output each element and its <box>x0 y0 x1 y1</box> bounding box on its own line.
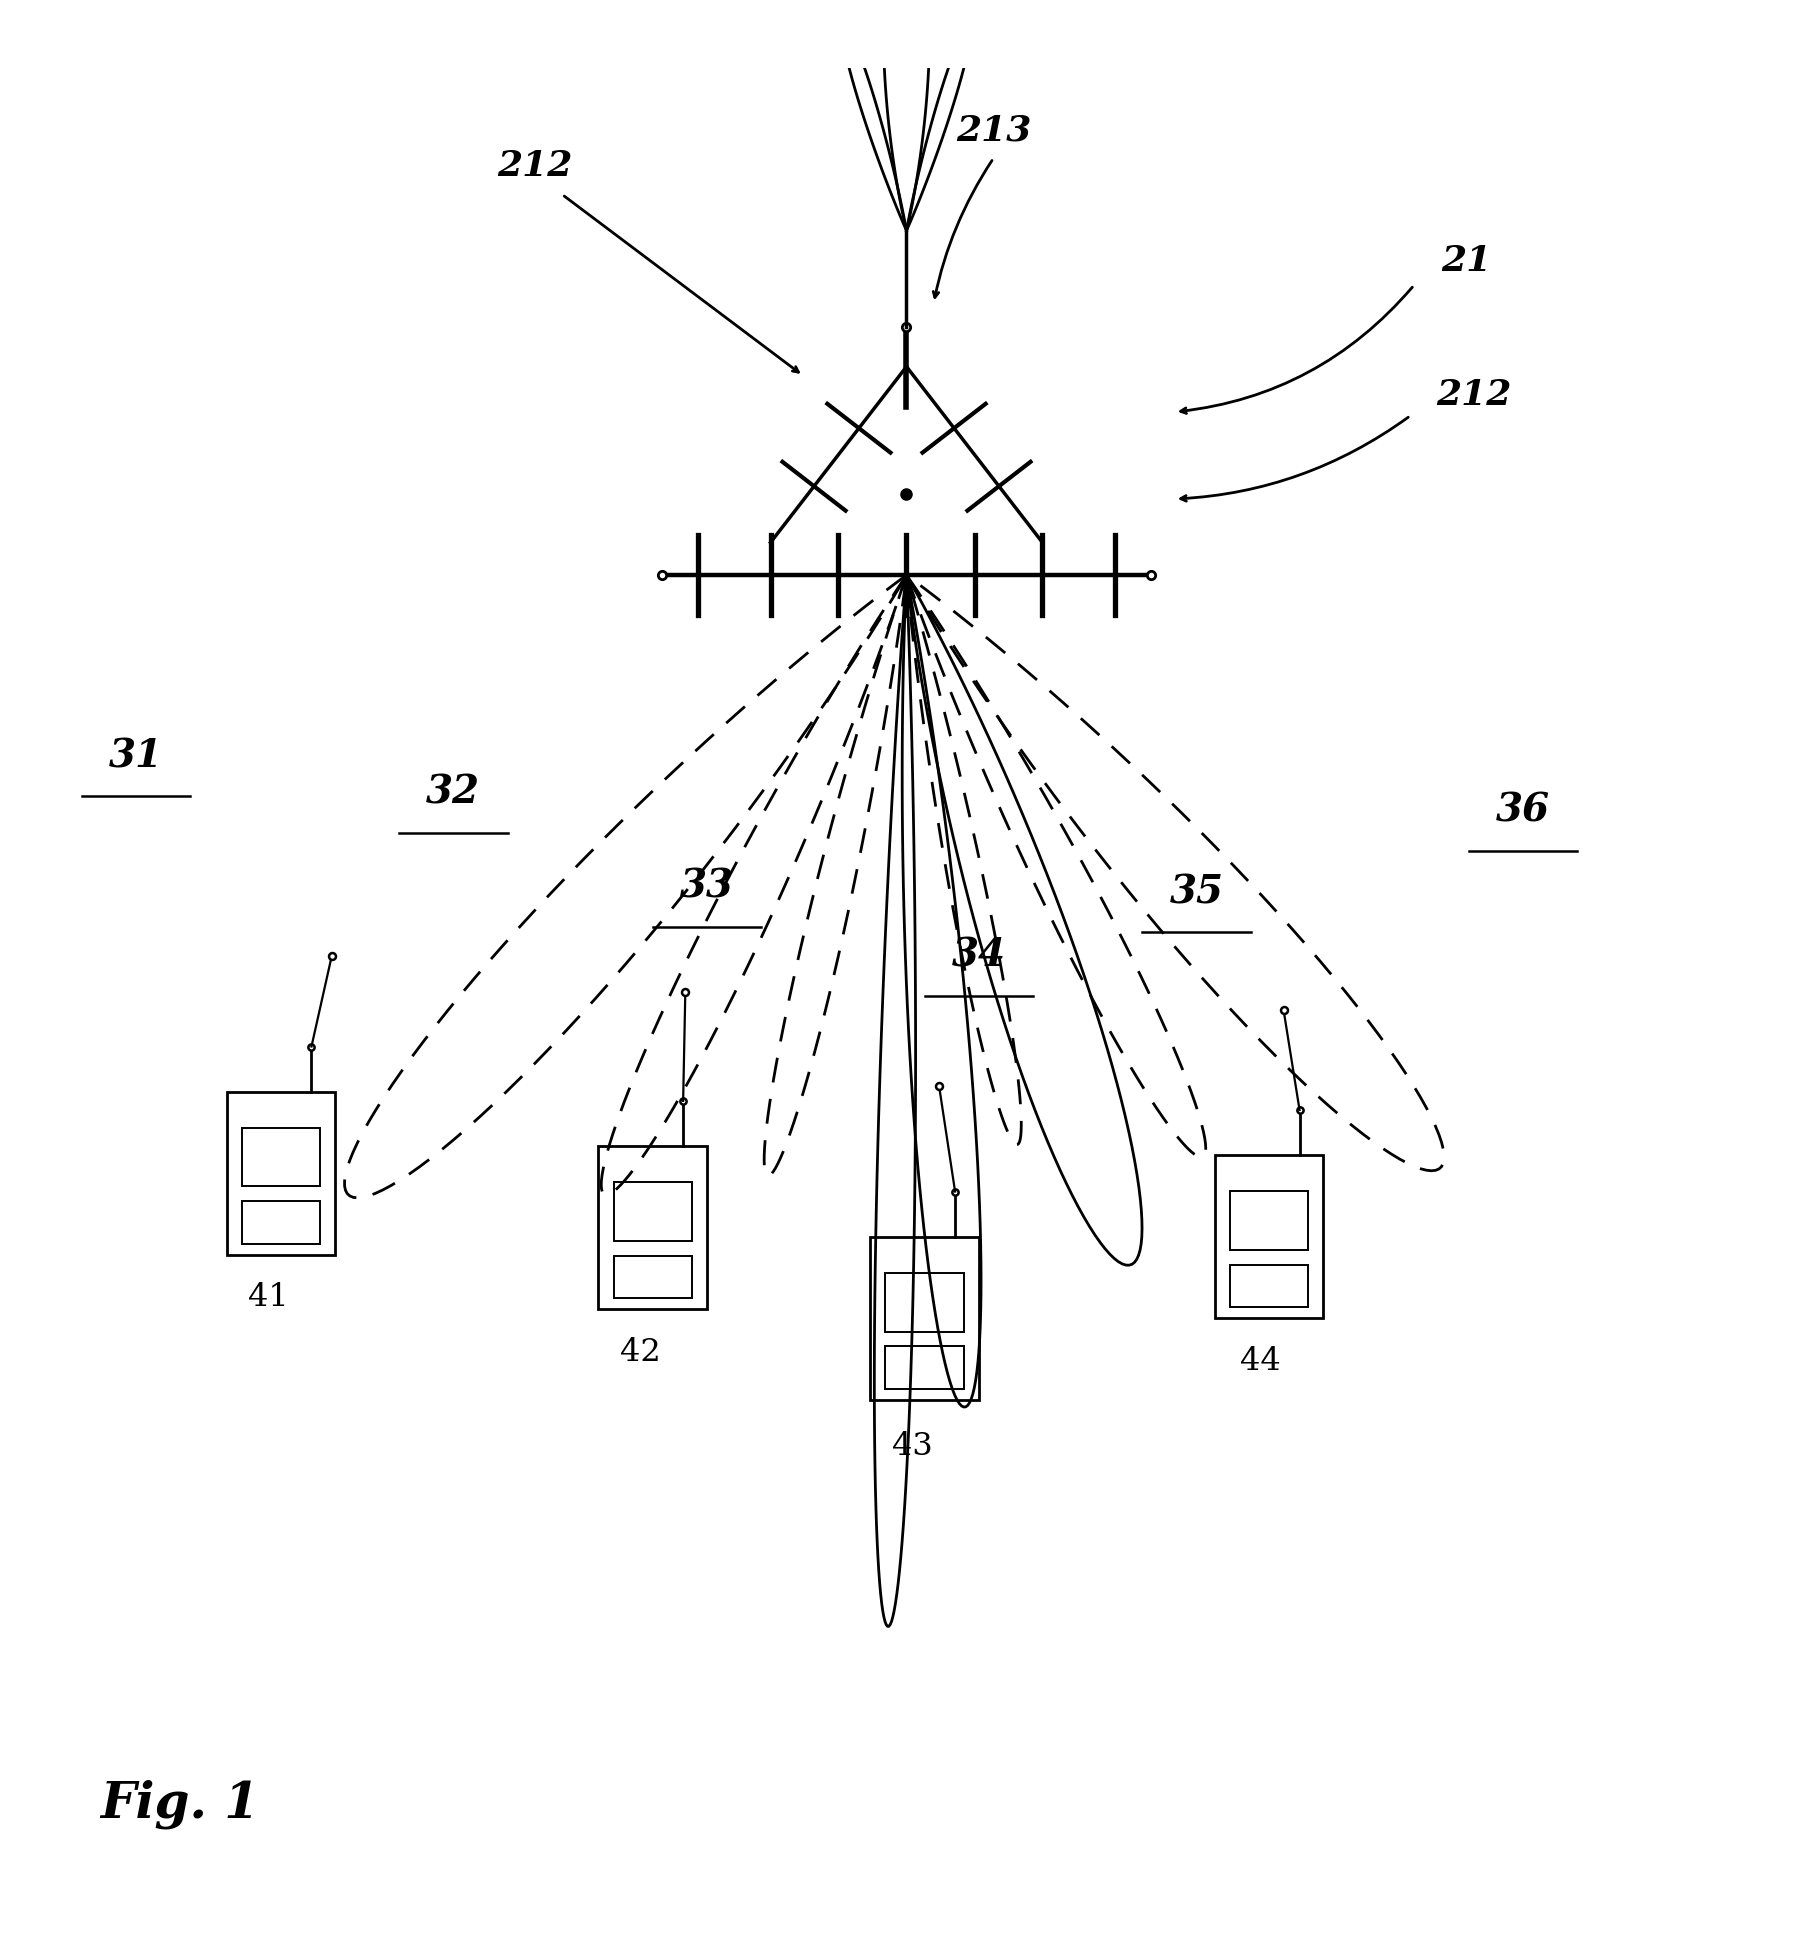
Bar <box>613 1182 693 1241</box>
Text: 32: 32 <box>426 773 480 812</box>
Bar <box>885 1346 965 1389</box>
Text: 42: 42 <box>620 1336 660 1367</box>
Text: 44: 44 <box>1240 1346 1280 1377</box>
Bar <box>241 1202 321 1243</box>
Text: 36: 36 <box>1496 791 1550 830</box>
Text: 34: 34 <box>952 937 1006 974</box>
Bar <box>598 1145 707 1309</box>
Text: 35: 35 <box>1169 873 1224 912</box>
Bar <box>227 1091 335 1255</box>
Bar <box>613 1256 693 1297</box>
Bar <box>1229 1190 1309 1251</box>
Text: 33: 33 <box>680 869 734 906</box>
Bar <box>885 1272 965 1332</box>
Text: 212: 212 <box>1436 378 1512 411</box>
Text: 212: 212 <box>497 150 573 183</box>
Bar <box>1215 1155 1323 1319</box>
Text: 41: 41 <box>248 1282 288 1313</box>
Text: Fig. 1: Fig. 1 <box>100 1780 259 1829</box>
Text: 31: 31 <box>109 738 163 775</box>
Text: 213: 213 <box>955 113 1032 146</box>
Bar <box>870 1237 979 1401</box>
Text: 43: 43 <box>892 1432 932 1461</box>
Text: 21: 21 <box>1441 244 1492 277</box>
Bar <box>1229 1264 1309 1307</box>
Bar <box>241 1128 321 1186</box>
